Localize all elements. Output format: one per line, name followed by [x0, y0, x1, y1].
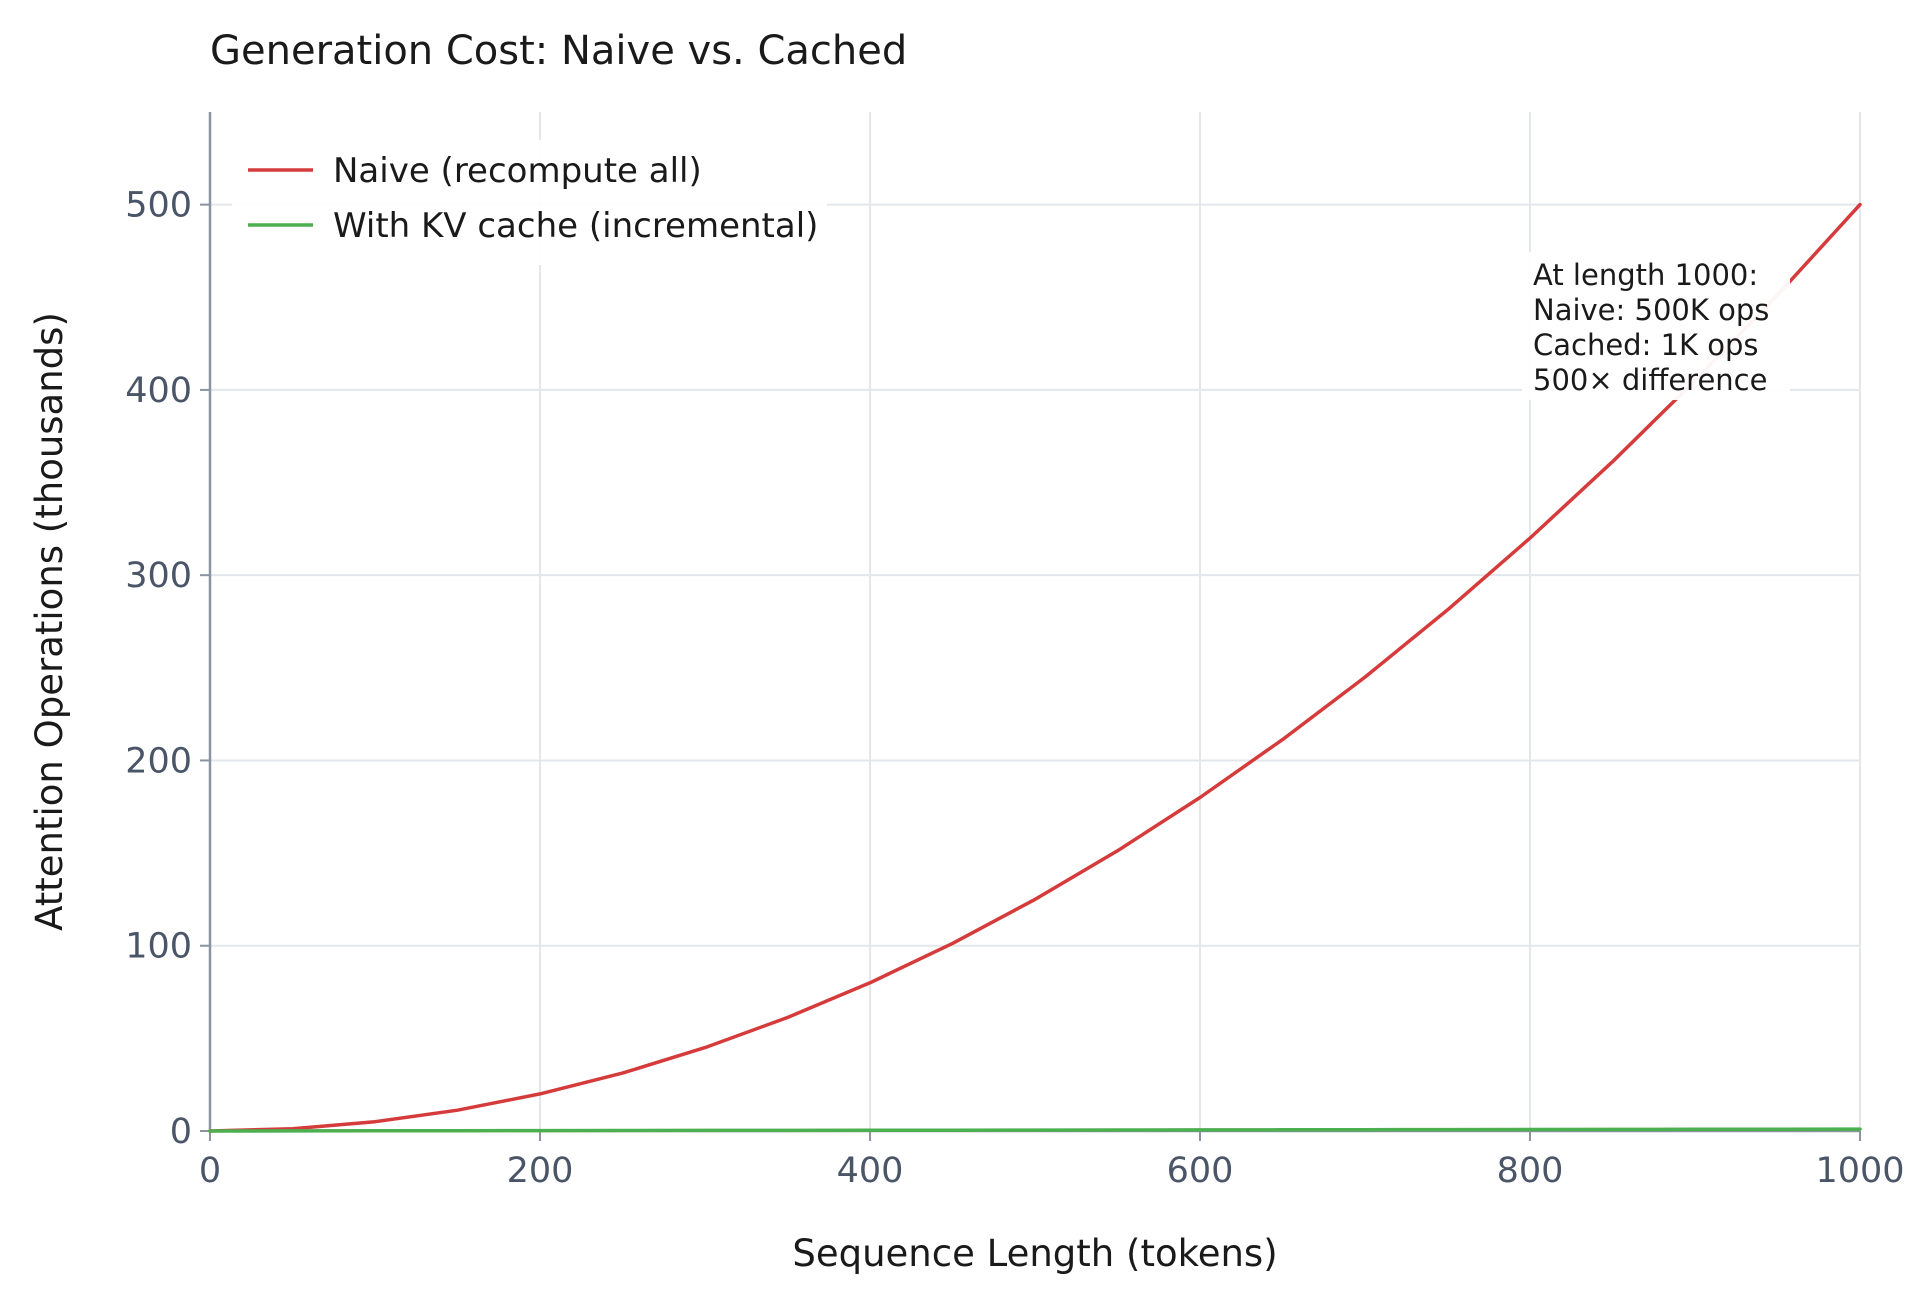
x-tick-label: 800	[1497, 1151, 1564, 1191]
x-tick-label: 600	[1167, 1151, 1234, 1191]
x-tick-label: 0	[199, 1151, 221, 1191]
y-tick-label: 0	[170, 1112, 192, 1152]
tick-labels: 0 200 400 600 800 1000 0 100 200 300 400 500	[125, 186, 1904, 1191]
legend-background	[232, 140, 827, 265]
annotation-line-1: At length 1000:	[1533, 258, 1758, 292]
y-tick-label: 400	[125, 371, 192, 411]
annotation-line-4: 500× difference	[1533, 363, 1767, 397]
annotation-box: At length 1000: Naive: 500K ops Cached: …	[1522, 252, 1790, 400]
series-line-naive	[208, 202, 1862, 1133]
series-line-kv-cache	[208, 1127, 1862, 1133]
x-tick-label: 400	[837, 1151, 904, 1191]
legend: Naive (recompute all) With KV cache (inc…	[232, 140, 827, 265]
annotation-line-3: Cached: 1K ops	[1533, 328, 1759, 362]
annotation-line-2: Naive: 500K ops	[1533, 293, 1769, 327]
y-tick-label: 500	[125, 186, 192, 226]
chart-title: Generation Cost: Naive vs. Cached	[210, 28, 907, 74]
series	[208, 202, 1862, 1133]
x-tick-label: 200	[507, 1151, 574, 1191]
y-tick-label: 300	[125, 556, 192, 596]
legend-label-naive: Naive (recompute all)	[333, 151, 702, 191]
y-tick-label: 100	[125, 927, 192, 967]
y-tick-label: 200	[125, 741, 192, 781]
legend-label-kv-cache: With KV cache (incremental)	[333, 206, 818, 246]
y-axis-label: Attention Operations (thousands)	[28, 312, 71, 931]
annotation-background	[1522, 252, 1790, 400]
x-axis-label: Sequence Length (tokens)	[792, 1232, 1277, 1275]
x-tick-label: 1000	[1815, 1151, 1904, 1191]
